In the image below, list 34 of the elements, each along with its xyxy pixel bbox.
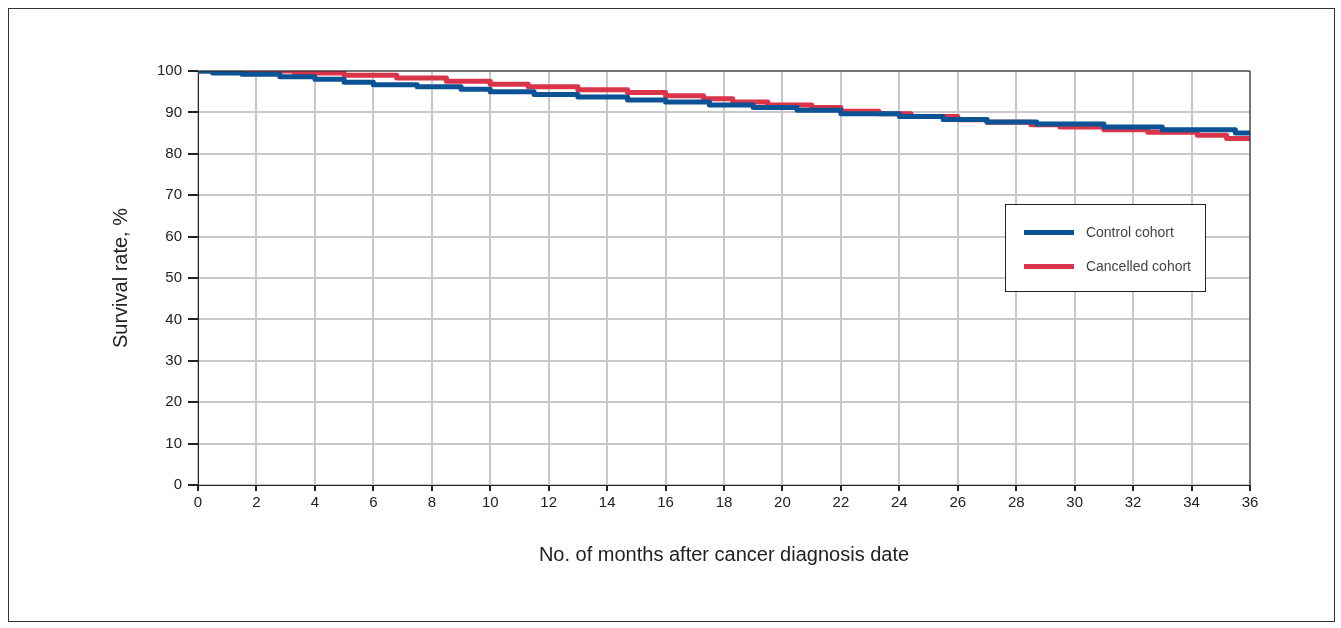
y-tick-label: 30 [165, 350, 183, 368]
x-tick-label: 32 [1124, 493, 1142, 511]
x-axis-title: No. of months after cancer diagnosis date [538, 542, 910, 565]
y-tick-label: 80 [165, 143, 183, 161]
x-tick-label: 6 [369, 493, 378, 511]
y-tick-label: 70 [165, 185, 183, 203]
x-tick-label: 0 [193, 493, 203, 511]
x-tick-label: 18 [715, 493, 733, 511]
x-tick-label: 10 [481, 493, 499, 511]
y-tick-label: 0 [173, 475, 183, 493]
x-tick-label: 20 [774, 493, 791, 511]
y-tick-label: 90 [165, 102, 183, 120]
x-tick-label: 22 [832, 493, 850, 511]
legend-label: Control cohort [1085, 224, 1174, 240]
x-tick-label: 30 [1066, 493, 1084, 511]
x-tick-label: 8 [427, 493, 436, 511]
x-tick-label: 34 [1183, 493, 1200, 511]
y-tick-label: 20 [165, 392, 183, 410]
y-tick-label: 40 [165, 309, 183, 327]
x-tick-label: 2 [252, 493, 261, 511]
y-tick-label: 60 [165, 226, 183, 244]
x-tick-label: 28 [1007, 493, 1025, 511]
x-tick-label: 26 [949, 493, 967, 511]
x-tick-label: 36 [1241, 493, 1259, 511]
x-tick-label: 24 [891, 493, 908, 511]
legend-label: Cancelled cohort [1085, 258, 1191, 274]
y-axis-title: Survival rate, % [108, 207, 131, 349]
y-tick-label: 100 [157, 61, 183, 79]
x-tick-label: 4 [310, 493, 320, 511]
x-tick-label: 12 [540, 493, 558, 511]
y-tick-label: 10 [165, 433, 183, 451]
y-tick-label: 50 [165, 268, 183, 286]
x-tick-label: 14 [598, 493, 616, 511]
x-tick-label: 16 [657, 493, 674, 511]
